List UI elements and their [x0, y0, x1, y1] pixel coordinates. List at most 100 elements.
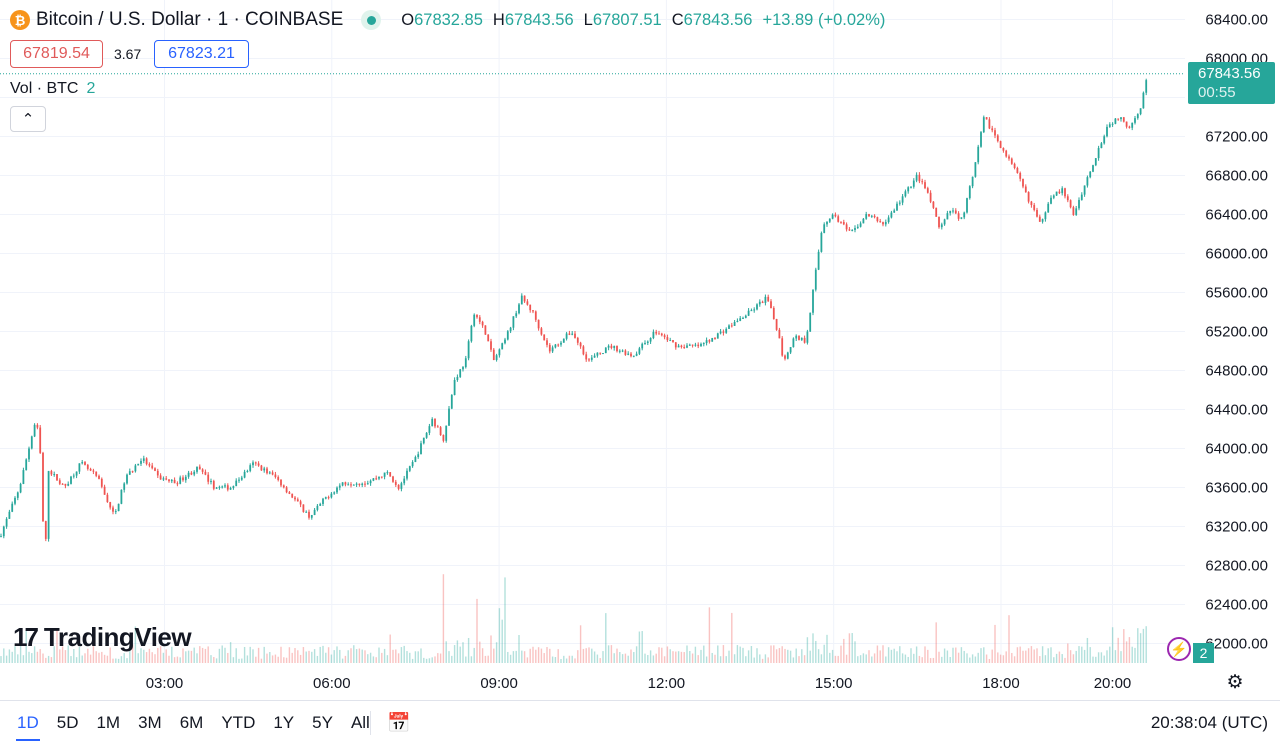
range-5d[interactable]: 5D [56, 713, 79, 732]
candle-body [845, 224, 848, 230]
candle-body [364, 483, 366, 485]
range-all[interactable]: All [350, 713, 370, 732]
volume-bar [344, 655, 347, 663]
range-1d[interactable]: 1D [8, 713, 48, 741]
range-6m[interactable]: 6M [179, 713, 204, 732]
candle-body [442, 435, 445, 441]
range-5y[interactable]: 5Y [312, 713, 333, 732]
range-3m[interactable]: 3M [138, 713, 162, 732]
candle-body [826, 221, 828, 225]
volume-bar [347, 650, 349, 663]
candlesticks [0, 78, 1148, 542]
range-ytd[interactable]: YTD [221, 713, 256, 732]
candle-body [680, 345, 683, 347]
candle-body [532, 310, 534, 312]
volume-bar [1069, 650, 1072, 663]
range-1y[interactable]: 1Y [273, 713, 295, 732]
volume-bar [439, 653, 442, 663]
volume-bar [893, 648, 895, 663]
price-chart[interactable]: 68400.0068000.0067600.0067200.0066800.00… [0, 0, 1280, 700]
candle-body [204, 471, 207, 475]
candle-body [697, 344, 700, 347]
price-tick-label: 65600.00 [1205, 285, 1268, 302]
candle-body [221, 486, 224, 488]
candle-body [420, 443, 422, 455]
volume-bar [686, 645, 688, 663]
volume-bar [806, 637, 809, 663]
candle-body [84, 462, 86, 465]
volume-bar [1120, 651, 1122, 663]
candle-body [98, 475, 100, 479]
candle-body [229, 488, 232, 490]
volume-bar [857, 656, 859, 663]
volume-bar [854, 641, 856, 663]
candle-body [492, 349, 495, 360]
volume-bar [291, 652, 293, 663]
candle-body [1055, 191, 1058, 196]
calendar-range-icon[interactable]: 📅 [387, 713, 411, 734]
volume-bar [974, 656, 977, 663]
volume-bar [1078, 646, 1080, 663]
buy-button[interactable]: 67823.21 [154, 40, 249, 68]
volume-bar [143, 649, 145, 663]
candle-body [190, 472, 193, 475]
volume-bar [1075, 650, 1077, 663]
range-1m[interactable]: 1M [96, 713, 121, 732]
volume-bar [0, 656, 2, 663]
volume-bar [630, 649, 632, 663]
candle-body [1080, 194, 1083, 200]
volume-bar [17, 654, 19, 663]
candle-body [968, 186, 971, 199]
candle-body [274, 474, 277, 478]
volume-bar [907, 656, 909, 663]
volume-bar [518, 635, 520, 663]
candle-body [257, 463, 260, 466]
candle-body [338, 485, 341, 488]
candle-body [47, 471, 50, 539]
candle-body [638, 348, 641, 354]
volume-bar [669, 649, 671, 663]
tradingview-logo[interactable]: 17 TradingView [13, 621, 192, 653]
candle-body [596, 352, 599, 356]
lightning-icon[interactable]: ⚡ [1167, 637, 1191, 661]
candle-body [263, 468, 266, 471]
volume-bar [221, 645, 223, 663]
volume-bar [61, 646, 64, 663]
volume-bar [73, 649, 75, 663]
volume-bar [521, 650, 523, 663]
candle-body [313, 509, 316, 516]
candle-body [154, 468, 156, 471]
candle-body [999, 141, 1002, 148]
candle-body [232, 486, 235, 489]
candle-body [81, 462, 84, 464]
candle-body [940, 224, 943, 228]
candle-body [95, 471, 98, 476]
candle-body [476, 314, 478, 318]
candle-body [173, 479, 176, 484]
volume-legend[interactable]: Vol · BTC 2 [10, 80, 95, 98]
candle-body [159, 475, 162, 480]
volume-bar [283, 657, 285, 663]
volume-bar [50, 657, 53, 663]
candle-body [957, 213, 960, 219]
candle-body [1050, 197, 1052, 204]
volume-bar [1083, 649, 1086, 663]
candle-body [1106, 126, 1108, 137]
volume-bar [602, 651, 604, 663]
settings-gear-icon[interactable]: ⚙ [1226, 671, 1244, 693]
volume-bar [215, 658, 218, 663]
volume-bar [392, 649, 394, 663]
candle-body [30, 436, 33, 449]
symbol-title[interactable]: Bitcoin / U.S. Dollar · 1 · COINBASE [36, 9, 344, 30]
candle-body [224, 485, 226, 487]
candle-body [467, 341, 470, 359]
candle-body [11, 503, 14, 512]
utc-clock[interactable]: 20:38:04 (UTC) [1150, 713, 1268, 732]
volume-bar [151, 652, 153, 663]
symbol-header[interactable]: ₿ Bitcoin / U.S. Dollar · 1 · COINBASE O… [10, 8, 885, 32]
volume-bar [649, 650, 652, 663]
market-status-icon[interactable] [361, 10, 382, 30]
chevron-up-icon[interactable]: ⌃ [10, 106, 46, 132]
candle-body [1069, 200, 1072, 208]
sell-button[interactable]: 67819.54 [10, 40, 103, 68]
